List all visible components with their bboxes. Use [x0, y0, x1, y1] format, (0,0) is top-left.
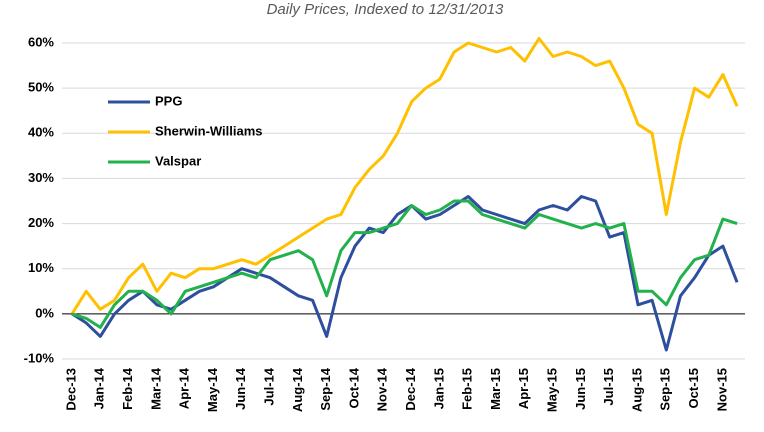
x-tick-label: Sep-15	[658, 368, 673, 411]
x-tick-label: Dec-13	[63, 368, 78, 411]
x-tick-label: May-14	[205, 367, 220, 412]
y-tick-label: 10%	[28, 260, 54, 275]
x-tick-label: Apr-14	[177, 367, 192, 409]
x-tick-label: Jul-15	[601, 368, 616, 406]
x-tick-label: Sep-14	[318, 367, 333, 410]
legend-label: Sherwin-Williams	[155, 123, 263, 138]
y-tick-label: 50%	[28, 80, 54, 95]
x-tick-label: Nov-14	[375, 367, 390, 411]
x-tick-label: Jun-14	[233, 367, 248, 410]
y-tick-label: 60%	[28, 34, 54, 49]
x-tick-label: Jul-14	[262, 367, 277, 405]
x-tick-label: Aug-14	[290, 367, 305, 412]
x-tick-label: Oct-14	[346, 367, 361, 408]
chart-title: Daily Prices, Indexed to 12/31/2013	[267, 1, 504, 18]
x-tick-label: Aug-15	[629, 368, 644, 412]
y-tick-label: 40%	[28, 125, 54, 140]
legend-label: Valspar	[155, 153, 201, 168]
series-line	[71, 199, 738, 329]
x-tick-label: Mar-15	[488, 368, 503, 410]
legend-label: PPG	[155, 93, 182, 108]
y-tick-label: 20%	[28, 215, 54, 230]
x-tick-label: May-15	[545, 368, 560, 412]
x-tick-label: Dec-14	[403, 367, 418, 410]
x-tick-label: Mar-14	[148, 367, 163, 410]
x-tick-label: Jan-15	[431, 368, 446, 409]
x-tick-label: Oct-15	[686, 368, 701, 408]
x-tick-label: Feb-15	[460, 368, 475, 410]
x-tick-label: Feb-14	[120, 367, 135, 410]
series-line	[71, 195, 739, 352]
x-tick-label: Jun-15	[573, 368, 588, 410]
x-tick-label: Nov-15	[714, 368, 729, 411]
y-tick-label: -10%	[24, 350, 55, 365]
x-tick-label: Apr-15	[516, 368, 531, 409]
y-tick-label: 30%	[28, 170, 54, 185]
series-line	[70, 37, 739, 315]
x-tick-label: Jan-14	[92, 367, 107, 409]
y-tick-label: 0%	[35, 305, 54, 320]
